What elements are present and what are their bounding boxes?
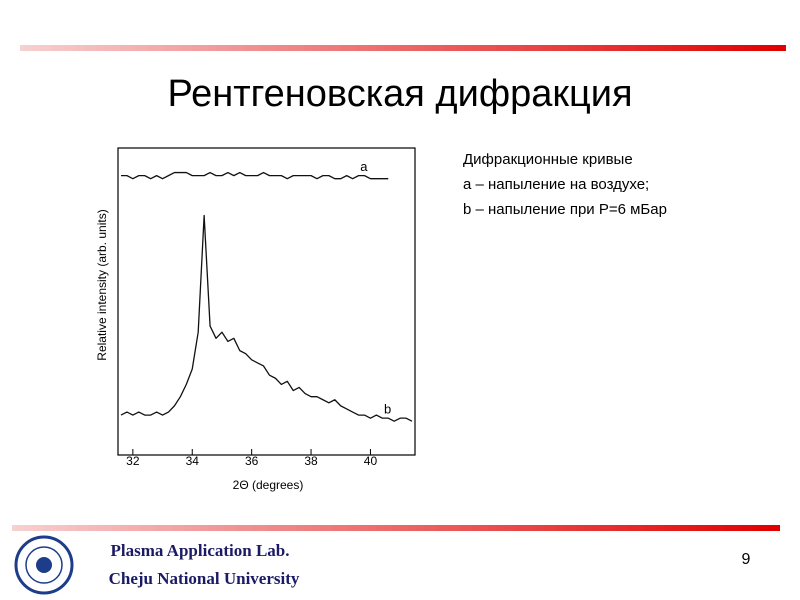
- x-tick-label: 38: [304, 454, 318, 468]
- bottom-rule: [12, 525, 780, 531]
- caption-line: Дифракционные кривые: [463, 151, 633, 168]
- slide-title: Рентгеновская дифракция: [167, 73, 632, 115]
- x-tick-label: 34: [186, 454, 200, 468]
- y-axis-label: Relative intensity (arb. units): [95, 209, 109, 360]
- top-rule: [20, 45, 786, 51]
- footer-university: Cheju National University: [109, 569, 300, 588]
- x-tick-label: 36: [245, 454, 259, 468]
- x-tick-label: 40: [364, 454, 378, 468]
- plot-frame: [117, 147, 416, 456]
- caption-line: a – напыление на воздухе;: [463, 176, 649, 193]
- series-line: [120, 214, 413, 422]
- x-axis-label: 2Θ (degrees): [233, 478, 304, 492]
- footer-lab: Plasma Application Lab.: [110, 541, 289, 560]
- x-tick-label: 32: [126, 454, 140, 468]
- page-number: 9: [742, 551, 751, 568]
- series-label: a: [360, 159, 368, 174]
- series-line: [120, 171, 389, 180]
- logo: [14, 535, 74, 595]
- series-label: b: [384, 402, 391, 417]
- caption-line: b – напыление при P=6 мБар: [463, 201, 667, 218]
